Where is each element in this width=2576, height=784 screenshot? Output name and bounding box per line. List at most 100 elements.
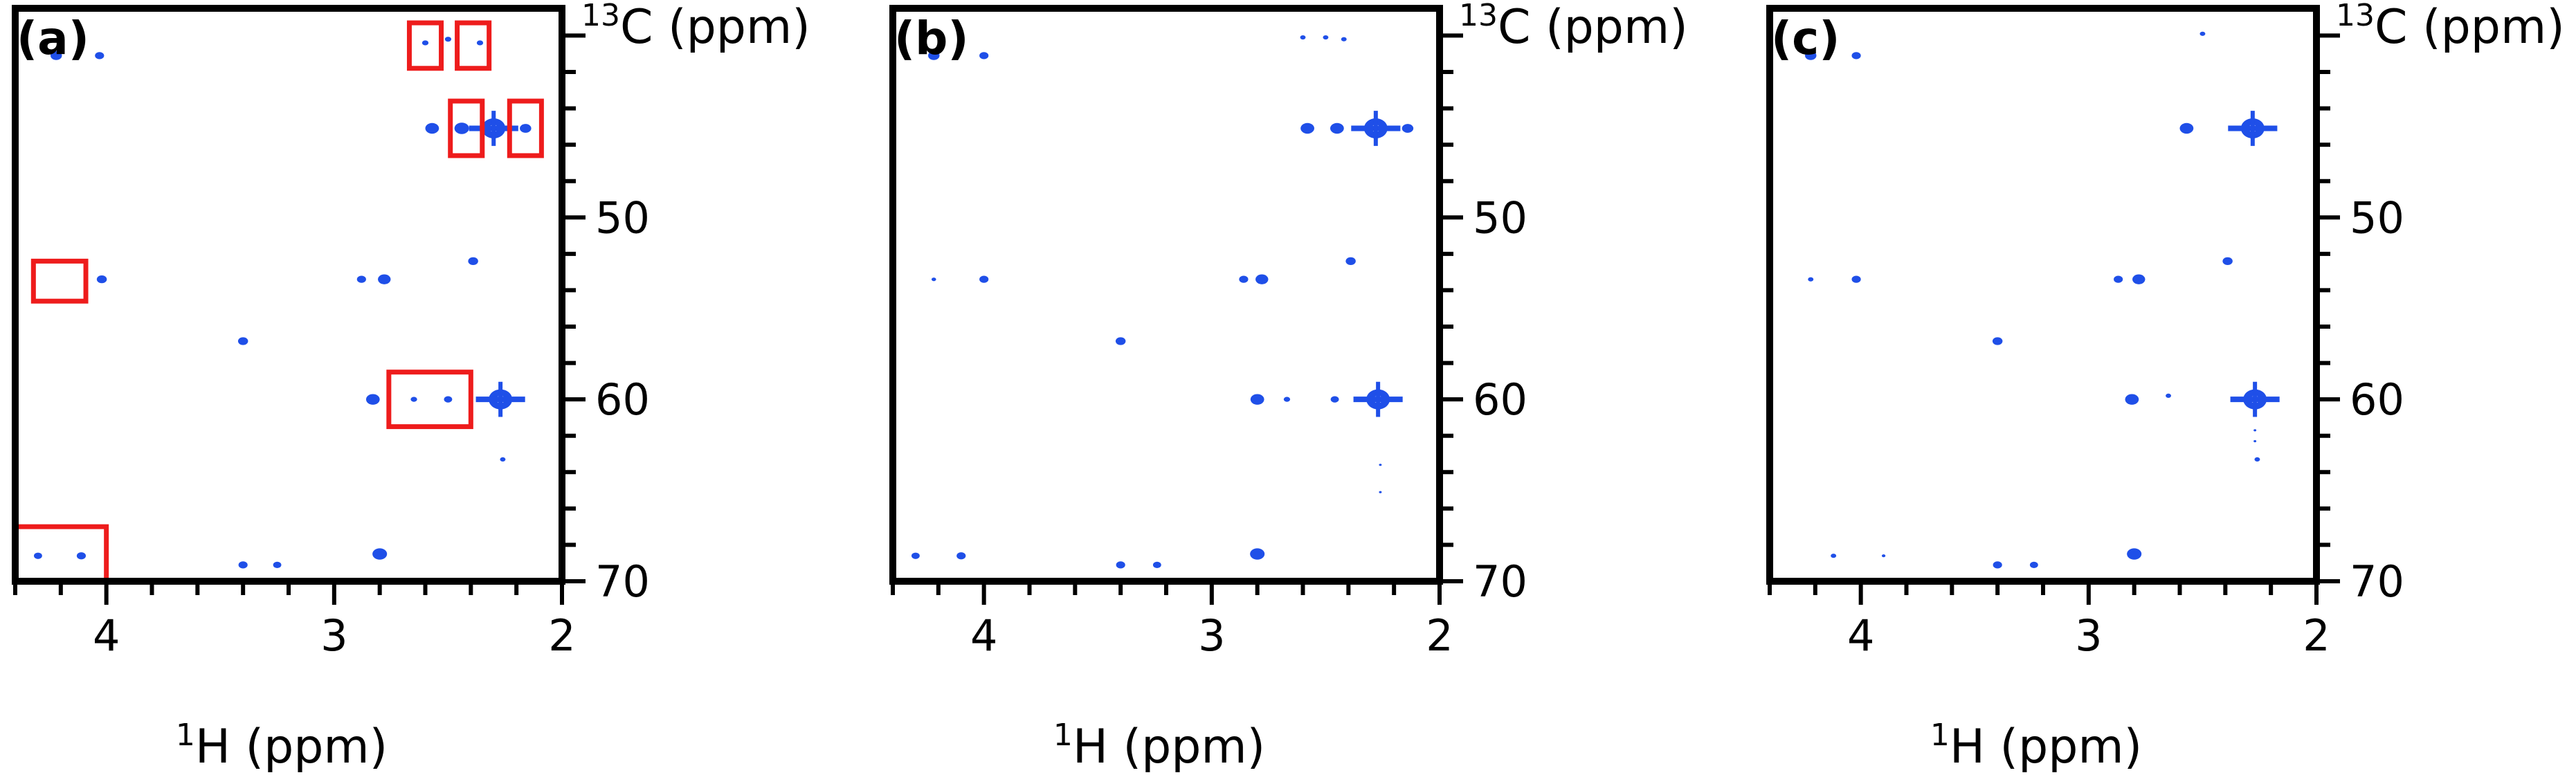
peak-spot (931, 277, 936, 282)
peak-spot (444, 37, 452, 42)
peak-spot (468, 257, 478, 266)
highlight-box (448, 98, 485, 158)
peak-spot (2114, 275, 2123, 283)
peak-spot (1831, 554, 1837, 558)
peak-spot (1255, 274, 1269, 284)
peak-spot (1379, 491, 1382, 493)
peak-spot (273, 561, 282, 568)
highlight-box (12, 524, 109, 584)
x-tick-label: 4 (970, 610, 997, 661)
x-tick-label: 2 (548, 610, 575, 661)
peak-spot (1851, 52, 1861, 60)
peak-spot (444, 396, 453, 403)
peak-spot (1341, 37, 1347, 42)
plot-frame (889, 5, 1443, 585)
peak-spot (1116, 561, 1125, 569)
peak-spot (95, 52, 105, 60)
y-tick-label: 60 (1473, 374, 1527, 425)
peak-spot (1250, 394, 1264, 405)
x-tick-label: 4 (93, 610, 120, 661)
peak-spot (956, 552, 966, 560)
peak-spot (1851, 275, 1861, 283)
peak-spot (979, 275, 989, 283)
peak-spot (1992, 337, 2003, 345)
peak-spot (2179, 122, 2194, 134)
peak-spot (1300, 122, 1314, 134)
peak-spot (410, 396, 417, 402)
y-axis-label: 13C (ppm) (1459, 0, 1688, 55)
x-tick-label: 2 (2303, 610, 2330, 661)
highlight-box (507, 98, 544, 158)
y-tick-label: 70 (595, 556, 650, 607)
y-tick-label: 60 (595, 374, 650, 425)
peak-spot (1283, 396, 1291, 402)
y-tick-label: 60 (2350, 374, 2404, 425)
x-tick-label: 2 (1426, 610, 1453, 661)
y-axis-label: 13C (ppm) (2336, 0, 2565, 55)
peak-spot (76, 552, 87, 560)
peak-spot (2127, 548, 2142, 560)
x-tick-label: 4 (1847, 610, 1874, 661)
y-tick-label: 50 (2350, 192, 2404, 243)
peak-spot (476, 40, 484, 46)
x-tick-label: 3 (320, 610, 347, 661)
peak-spot (238, 561, 248, 569)
peak-spot (1330, 122, 1344, 134)
peak-spot (500, 457, 506, 462)
peak-spot (1300, 35, 1306, 40)
peak-spot (356, 275, 366, 283)
peak-spot (2125, 394, 2139, 405)
peak-spot (928, 51, 940, 60)
peak-spot (1345, 257, 1356, 266)
peak-spot (2166, 393, 2171, 398)
peak-spot (2199, 31, 2206, 36)
peak-spot (454, 122, 469, 134)
x-tick-label: 3 (1198, 610, 1225, 661)
y-tick-label: 70 (2350, 556, 2404, 607)
peak-spot (911, 552, 920, 559)
peak-spot (979, 52, 989, 60)
peak-spot (421, 40, 429, 46)
x-axis-label: 1H (ppm) (1930, 718, 2142, 775)
peak-spot (1808, 277, 1814, 282)
peak-spot (365, 394, 380, 405)
highlight-box (455, 20, 492, 71)
peak-spot (425, 122, 439, 134)
highlight-box (386, 370, 473, 430)
y-tick-label: 70 (1473, 556, 1527, 607)
panel-label: (a) (17, 12, 89, 65)
peak-spot (1402, 124, 1414, 133)
y-tick-label: 50 (595, 192, 650, 243)
peak-spot (520, 124, 532, 133)
peak-spot (2132, 274, 2146, 284)
peak-spot (33, 552, 42, 559)
x-axis-label: 1H (ppm) (176, 718, 388, 775)
plot-frame (1766, 5, 2320, 585)
peak-spot (2253, 429, 2257, 432)
highlight-box (406, 20, 444, 71)
peak-spot (2254, 457, 2260, 462)
y-tick-label: 50 (1473, 192, 1527, 243)
peak-spot (2253, 440, 2257, 443)
peak-spot (51, 51, 62, 60)
x-tick-label: 3 (2075, 610, 2102, 661)
panel-label: (c) (1771, 12, 1840, 65)
plot-frame (12, 5, 565, 585)
x-axis-label: 1H (ppm) (1053, 718, 1265, 775)
peak-spot (1239, 275, 1249, 283)
peak-spot (1881, 554, 1886, 558)
peak-spot (1152, 561, 1161, 568)
y-axis-label: 13C (ppm) (581, 0, 810, 55)
peak-spot (1805, 51, 1817, 60)
peak-spot (1115, 337, 1126, 345)
peak-spot (2029, 561, 2038, 568)
peak-spot (237, 337, 248, 345)
peak-spot (1993, 561, 2002, 569)
panel-label: (b) (894, 12, 969, 65)
highlight-box (30, 258, 89, 304)
peak-spot (1250, 548, 1265, 560)
peak-spot (378, 274, 391, 284)
peak-spot (1330, 396, 1339, 403)
peak-spot (1379, 464, 1382, 466)
